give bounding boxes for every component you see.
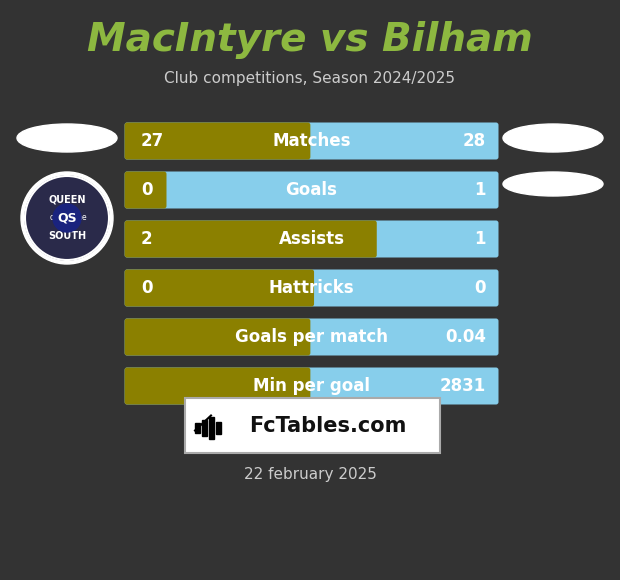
Text: Matches: Matches	[272, 132, 351, 150]
Ellipse shape	[503, 124, 603, 152]
Bar	[216, 422, 221, 433]
Text: of: of	[50, 213, 56, 223]
Text: SOUTH: SOUTH	[48, 231, 86, 241]
Bar	[202, 419, 207, 436]
Circle shape	[21, 172, 113, 264]
Ellipse shape	[17, 124, 117, 152]
FancyBboxPatch shape	[125, 318, 498, 356]
FancyBboxPatch shape	[125, 368, 498, 404]
FancyBboxPatch shape	[125, 172, 167, 208]
Text: 0: 0	[141, 181, 153, 199]
Text: 1: 1	[474, 230, 486, 248]
Text: 1: 1	[474, 181, 486, 199]
Text: 2: 2	[141, 230, 153, 248]
Text: 0: 0	[474, 279, 486, 297]
Bar	[195, 422, 200, 433]
Text: QUEEN: QUEEN	[48, 195, 86, 205]
Text: FcTables.com: FcTables.com	[249, 415, 406, 436]
Text: 28: 28	[463, 132, 486, 150]
FancyBboxPatch shape	[125, 368, 311, 404]
Text: the: the	[74, 213, 87, 223]
FancyBboxPatch shape	[125, 318, 311, 356]
Text: QS: QS	[57, 212, 77, 224]
Text: MacIntyre vs Bilham: MacIntyre vs Bilham	[87, 21, 533, 59]
Text: Min per goal: Min per goal	[253, 377, 370, 395]
FancyBboxPatch shape	[125, 220, 377, 258]
Text: 27: 27	[141, 132, 164, 150]
Text: 0: 0	[141, 279, 153, 297]
Text: Goals per match: Goals per match	[235, 328, 388, 346]
FancyBboxPatch shape	[125, 122, 498, 160]
FancyBboxPatch shape	[125, 270, 314, 306]
FancyBboxPatch shape	[125, 270, 498, 306]
Text: 0.04: 0.04	[445, 328, 486, 346]
FancyBboxPatch shape	[185, 398, 440, 453]
FancyBboxPatch shape	[125, 122, 311, 160]
FancyBboxPatch shape	[125, 220, 498, 258]
Circle shape	[25, 176, 109, 260]
Ellipse shape	[503, 172, 603, 196]
Text: Goals: Goals	[286, 181, 337, 199]
FancyBboxPatch shape	[125, 172, 498, 208]
Text: Assists: Assists	[278, 230, 345, 248]
Text: 2831: 2831	[440, 377, 486, 395]
Text: Club competitions, Season 2024/2025: Club competitions, Season 2024/2025	[164, 71, 456, 85]
Text: Hattricks: Hattricks	[268, 279, 355, 297]
Circle shape	[53, 204, 81, 232]
Bar	[209, 416, 214, 438]
Text: 22 february 2025: 22 february 2025	[244, 467, 376, 483]
